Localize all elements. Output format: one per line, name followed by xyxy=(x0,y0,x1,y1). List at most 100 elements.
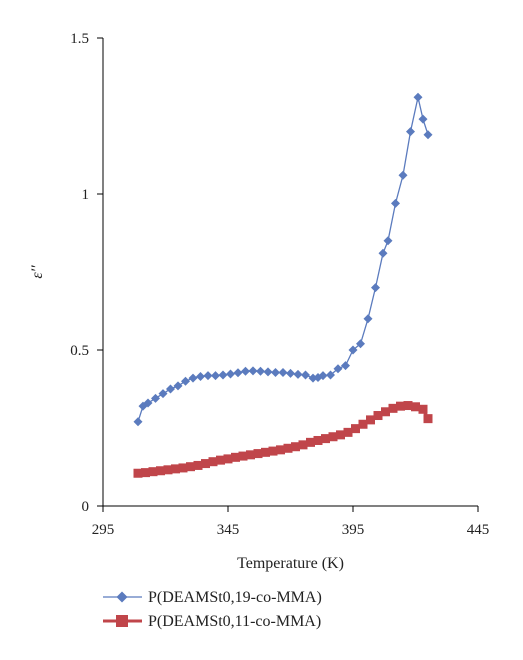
data-point xyxy=(261,447,270,457)
data-point xyxy=(218,370,228,380)
data-point xyxy=(148,467,158,477)
legend-marker-shape xyxy=(116,615,128,627)
data-point xyxy=(133,468,143,478)
data-point xyxy=(326,370,335,380)
data-point xyxy=(306,437,315,447)
data-point xyxy=(371,283,380,293)
data-point xyxy=(171,464,180,474)
data-point xyxy=(156,466,165,476)
ticks: 0 0.5 1 1.5 295 345 395 445 xyxy=(70,31,489,538)
data-point xyxy=(186,462,195,472)
axes xyxy=(102,38,478,507)
legend-marker-series-1 xyxy=(116,615,128,627)
data-point xyxy=(348,345,358,355)
data-point xyxy=(351,424,360,434)
data-point xyxy=(276,445,285,455)
data-point xyxy=(143,398,153,408)
data-point xyxy=(196,372,205,382)
data-point xyxy=(203,371,213,381)
y-tick-label: 1 xyxy=(82,187,90,203)
data-point xyxy=(248,366,258,376)
data-point xyxy=(321,434,330,444)
data-point xyxy=(363,314,373,324)
data-point xyxy=(211,371,220,381)
data-point xyxy=(328,432,338,442)
data-point xyxy=(133,417,143,427)
data-point xyxy=(291,442,300,452)
data-point xyxy=(253,449,263,459)
data-point xyxy=(268,446,278,456)
data-point xyxy=(201,459,210,469)
data-point xyxy=(193,460,203,470)
data-point xyxy=(398,170,408,180)
x-axis-title: Temperature (K) xyxy=(237,555,344,572)
data-point xyxy=(391,198,400,208)
data-point xyxy=(366,415,375,425)
data-point xyxy=(188,373,198,383)
data-point xyxy=(298,440,308,450)
data-point xyxy=(226,369,235,379)
data-point xyxy=(246,450,255,460)
data-point xyxy=(418,114,428,124)
data-point xyxy=(358,419,368,429)
data-point xyxy=(383,236,393,246)
data-point xyxy=(388,403,398,413)
y-tick-label: 0 xyxy=(82,499,90,515)
data-point xyxy=(216,455,225,465)
legend-item-series-0: P(DEAMSt0,19-co-MMA) xyxy=(103,589,322,606)
data-point xyxy=(381,407,390,417)
data-point xyxy=(286,368,295,378)
series-0 xyxy=(133,92,433,427)
data-point xyxy=(263,367,273,377)
data-point xyxy=(343,427,353,437)
data-point xyxy=(163,465,173,475)
series xyxy=(133,92,433,478)
data-point xyxy=(341,361,350,371)
legend-marker-shape xyxy=(116,591,128,603)
data-point xyxy=(378,248,388,258)
data-point xyxy=(423,414,433,424)
data-point xyxy=(166,384,175,394)
x-tick-label: 395 xyxy=(342,522,365,538)
data-point xyxy=(233,368,243,378)
data-point xyxy=(238,451,248,461)
data-point xyxy=(158,389,168,399)
data-point xyxy=(333,364,343,374)
data-point xyxy=(181,376,190,386)
data-point xyxy=(423,130,433,140)
y-tick-label: 0.5 xyxy=(70,343,89,359)
x-tick-label: 345 xyxy=(217,522,240,538)
data-point xyxy=(271,367,280,377)
data-point xyxy=(411,402,420,412)
data-point xyxy=(241,366,250,376)
data-point xyxy=(396,401,405,411)
data-point xyxy=(313,435,323,445)
data-point xyxy=(418,404,428,414)
data-point xyxy=(151,393,160,403)
data-point xyxy=(256,366,265,376)
data-point xyxy=(293,369,303,379)
x-tick-label: 445 xyxy=(467,522,490,538)
legend-marker-series-0 xyxy=(116,591,128,603)
data-point xyxy=(356,339,365,349)
data-point xyxy=(403,401,413,411)
data-point xyxy=(223,454,233,464)
data-point xyxy=(178,463,188,473)
data-point xyxy=(301,370,310,380)
legend-item-series-1: P(DEAMSt0,11-co-MMA) xyxy=(103,613,321,630)
data-point xyxy=(318,371,328,381)
series-1 xyxy=(133,401,433,478)
data-point xyxy=(173,381,183,391)
data-point xyxy=(413,92,423,102)
data-point xyxy=(406,127,415,137)
y-tick-label: 1.5 xyxy=(70,31,89,47)
legend: P(DEAMSt0,19-co-MMA) P(DEAMSt0,11-co-MMA… xyxy=(103,589,322,630)
data-point xyxy=(141,468,150,478)
data-point xyxy=(283,443,293,453)
data-point xyxy=(336,430,345,440)
data-point xyxy=(208,457,218,467)
x-tick-label: 295 xyxy=(92,522,115,538)
legend-label-series-1: P(DEAMSt0,11-co-MMA) xyxy=(148,613,321,630)
